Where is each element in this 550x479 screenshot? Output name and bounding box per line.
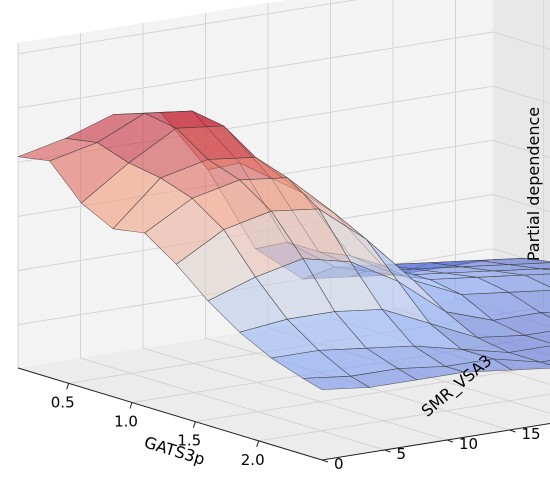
y-tick-label: 5 (397, 445, 407, 463)
x-tick (66, 383, 70, 390)
z-axis-label: Partial dependence (524, 107, 543, 261)
y-tick (321, 459, 329, 463)
x-tick-label: 2.0 (241, 451, 265, 469)
x-tick-label: 0.5 (51, 393, 75, 411)
x-tick (129, 402, 133, 409)
x-tick (256, 440, 260, 447)
surface-patch (302, 375, 371, 390)
y-tick-label: 15 (522, 425, 541, 443)
y-tick-label: 0 (334, 455, 344, 473)
surface (17, 110, 550, 390)
y-tick (509, 429, 516, 433)
y-tick (446, 439, 454, 443)
grid-line-z (17, 248, 550, 326)
grid-line-z (17, 31, 550, 109)
grid-line-x (258, 393, 550, 442)
surface-patch (540, 360, 550, 366)
x-tick-label: 1.5 (177, 432, 201, 450)
x-tick (192, 421, 196, 428)
grid-line-z (17, 0, 358, 55)
y-tick-label: 10 (459, 435, 478, 453)
y-tick (384, 449, 391, 453)
y-axis-line (321, 423, 550, 461)
back-pane (493, 0, 550, 310)
grid-line-x (131, 335, 550, 403)
grid-line-x (195, 364, 550, 423)
tick-labels: 0.51.01.52.0051015202530357.17.27.37.47.… (51, 383, 541, 473)
x-tick-label: 1.0 (114, 413, 138, 431)
